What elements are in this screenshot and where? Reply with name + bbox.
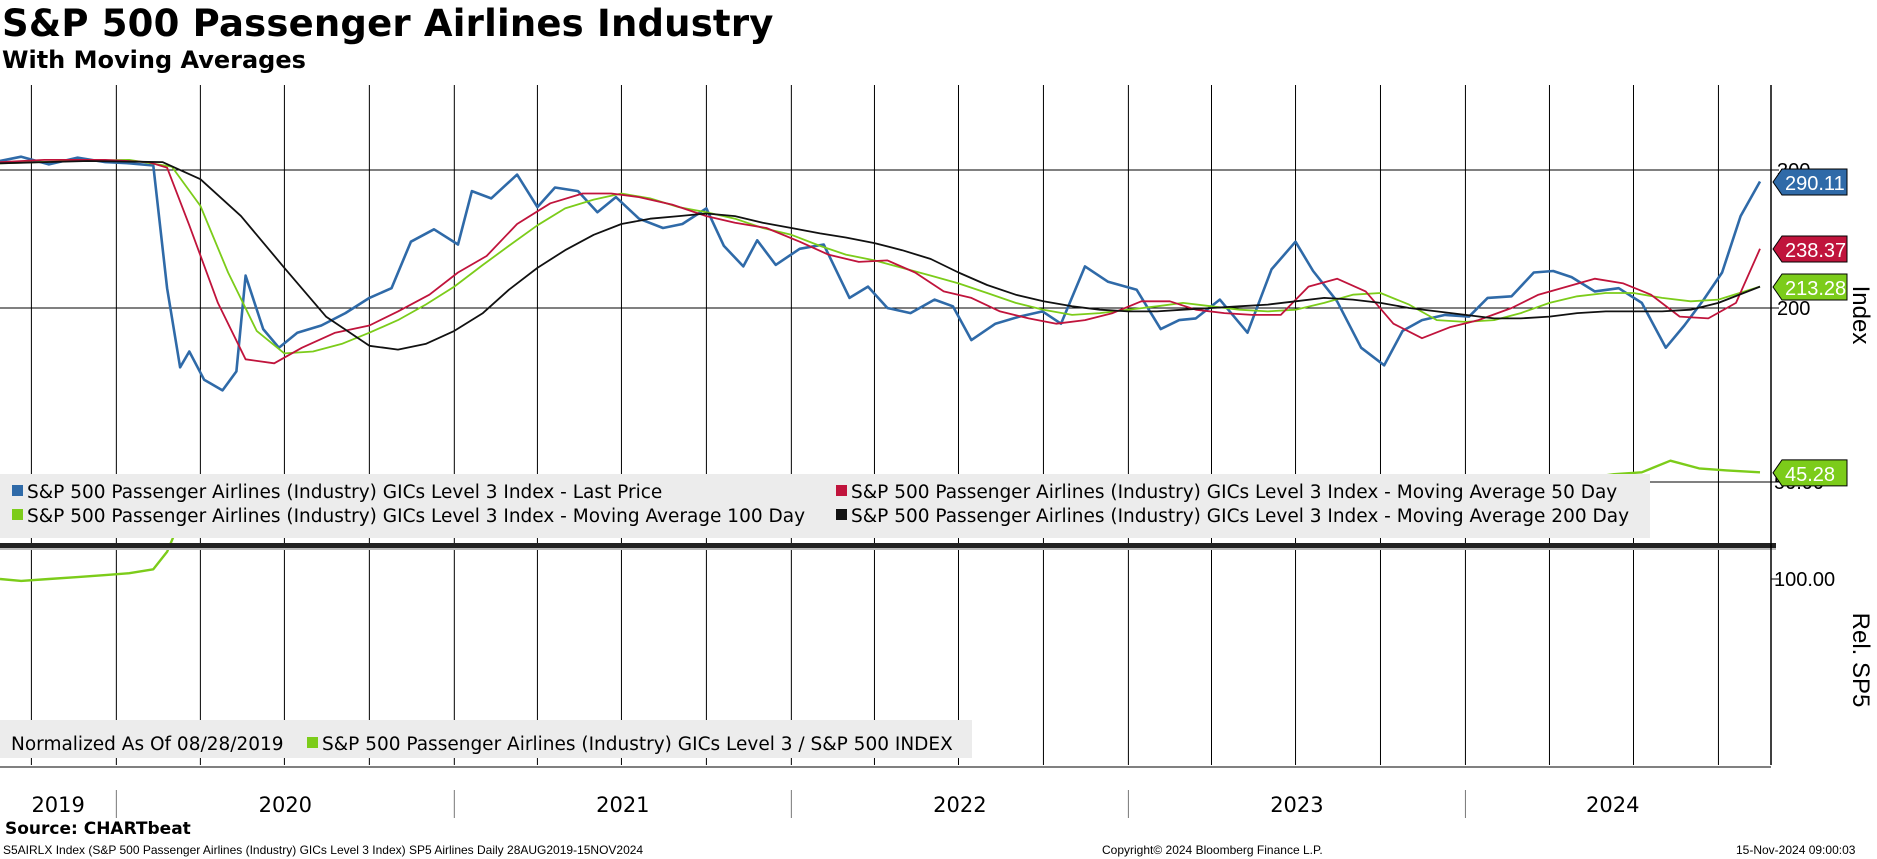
legend-label: S&P 500 Passenger Airlines (Industry) GI… [27, 506, 805, 527]
legend-swatch [307, 737, 318, 748]
series-line [0, 155, 1762, 392]
last-price-value-label: 290.11 [1785, 173, 1845, 195]
ma50-value-label: 238.37 [1785, 240, 1846, 262]
panel-separator-shadow [0, 548, 1776, 550]
vertical-gridlines [30, 85, 1719, 765]
legend-label: S&P 500 Passenger Airlines (Industry) GI… [322, 734, 953, 755]
axis-title-index: Index [1847, 286, 1874, 345]
ma100-value-label: 213.28 [1785, 278, 1846, 300]
chart-title: S&P 500 Passenger Airlines Industry [2, 2, 774, 45]
year-label: 2023 [1270, 793, 1323, 817]
panel-separator [0, 543, 1776, 548]
axis-labels: Index Rel. SP5 [1847, 286, 1874, 708]
footer-timestamp: 15-Nov-2024 09:00:03 [1736, 843, 1856, 857]
legend-label: S&P 500 Passenger Airlines (Industry) GI… [851, 482, 1617, 503]
series-line [0, 159, 1761, 355]
legend-swatch [836, 485, 847, 496]
relative-value-tag [1772, 459, 1848, 487]
year-label: 2021 [596, 793, 649, 817]
bottom-legend-box [0, 720, 972, 758]
horizontal-gridlines [0, 169, 1771, 483]
legend-swatch [12, 485, 23, 496]
year-label: 2020 [259, 793, 312, 817]
y-tick-label: 100.00 [1774, 569, 1835, 591]
legend-swatch [836, 509, 847, 520]
legend-label: S&P 500 Passenger Airlines (Industry) GI… [27, 482, 662, 503]
legend-swatch [12, 509, 23, 520]
last-price-value-tag [1772, 168, 1848, 196]
y-tick-label: 200 [1777, 298, 1810, 320]
top-legend-box [0, 474, 1650, 538]
legend-label: S&P 500 Passenger Airlines (Industry) GI… [851, 506, 1629, 527]
year-label: 2019 [31, 793, 84, 817]
footer-source: Source: CHARTbeat [5, 819, 191, 839]
axes: 300200100.0050.00290.11238.37213.2845.28… [0, 85, 1848, 818]
ma100-value-tag [1772, 273, 1848, 301]
footer-ticker-info: S5AIRLX Index (S&P 500 Passenger Airline… [3, 843, 644, 857]
series-line [0, 160, 1761, 351]
legends: S&P 500 Passenger Airlines (Industry) GI… [0, 474, 1650, 758]
year-label: 2024 [1586, 793, 1639, 817]
relative-value-label: 45.28 [1785, 464, 1835, 486]
chart-subtitle: With Moving Averages [2, 46, 306, 74]
year-label: 2022 [933, 793, 986, 817]
axis-title-rel: Rel. SP5 [1847, 613, 1874, 708]
ma50-value-tag [1772, 235, 1848, 263]
legend-normalized: Normalized As Of 08/28/2019 [11, 734, 284, 755]
series-line [0, 159, 1761, 365]
footer-copyright: Copyright© 2024 Bloomberg Finance L.P. [1102, 843, 1323, 857]
top-panel-series [0, 155, 1762, 392]
